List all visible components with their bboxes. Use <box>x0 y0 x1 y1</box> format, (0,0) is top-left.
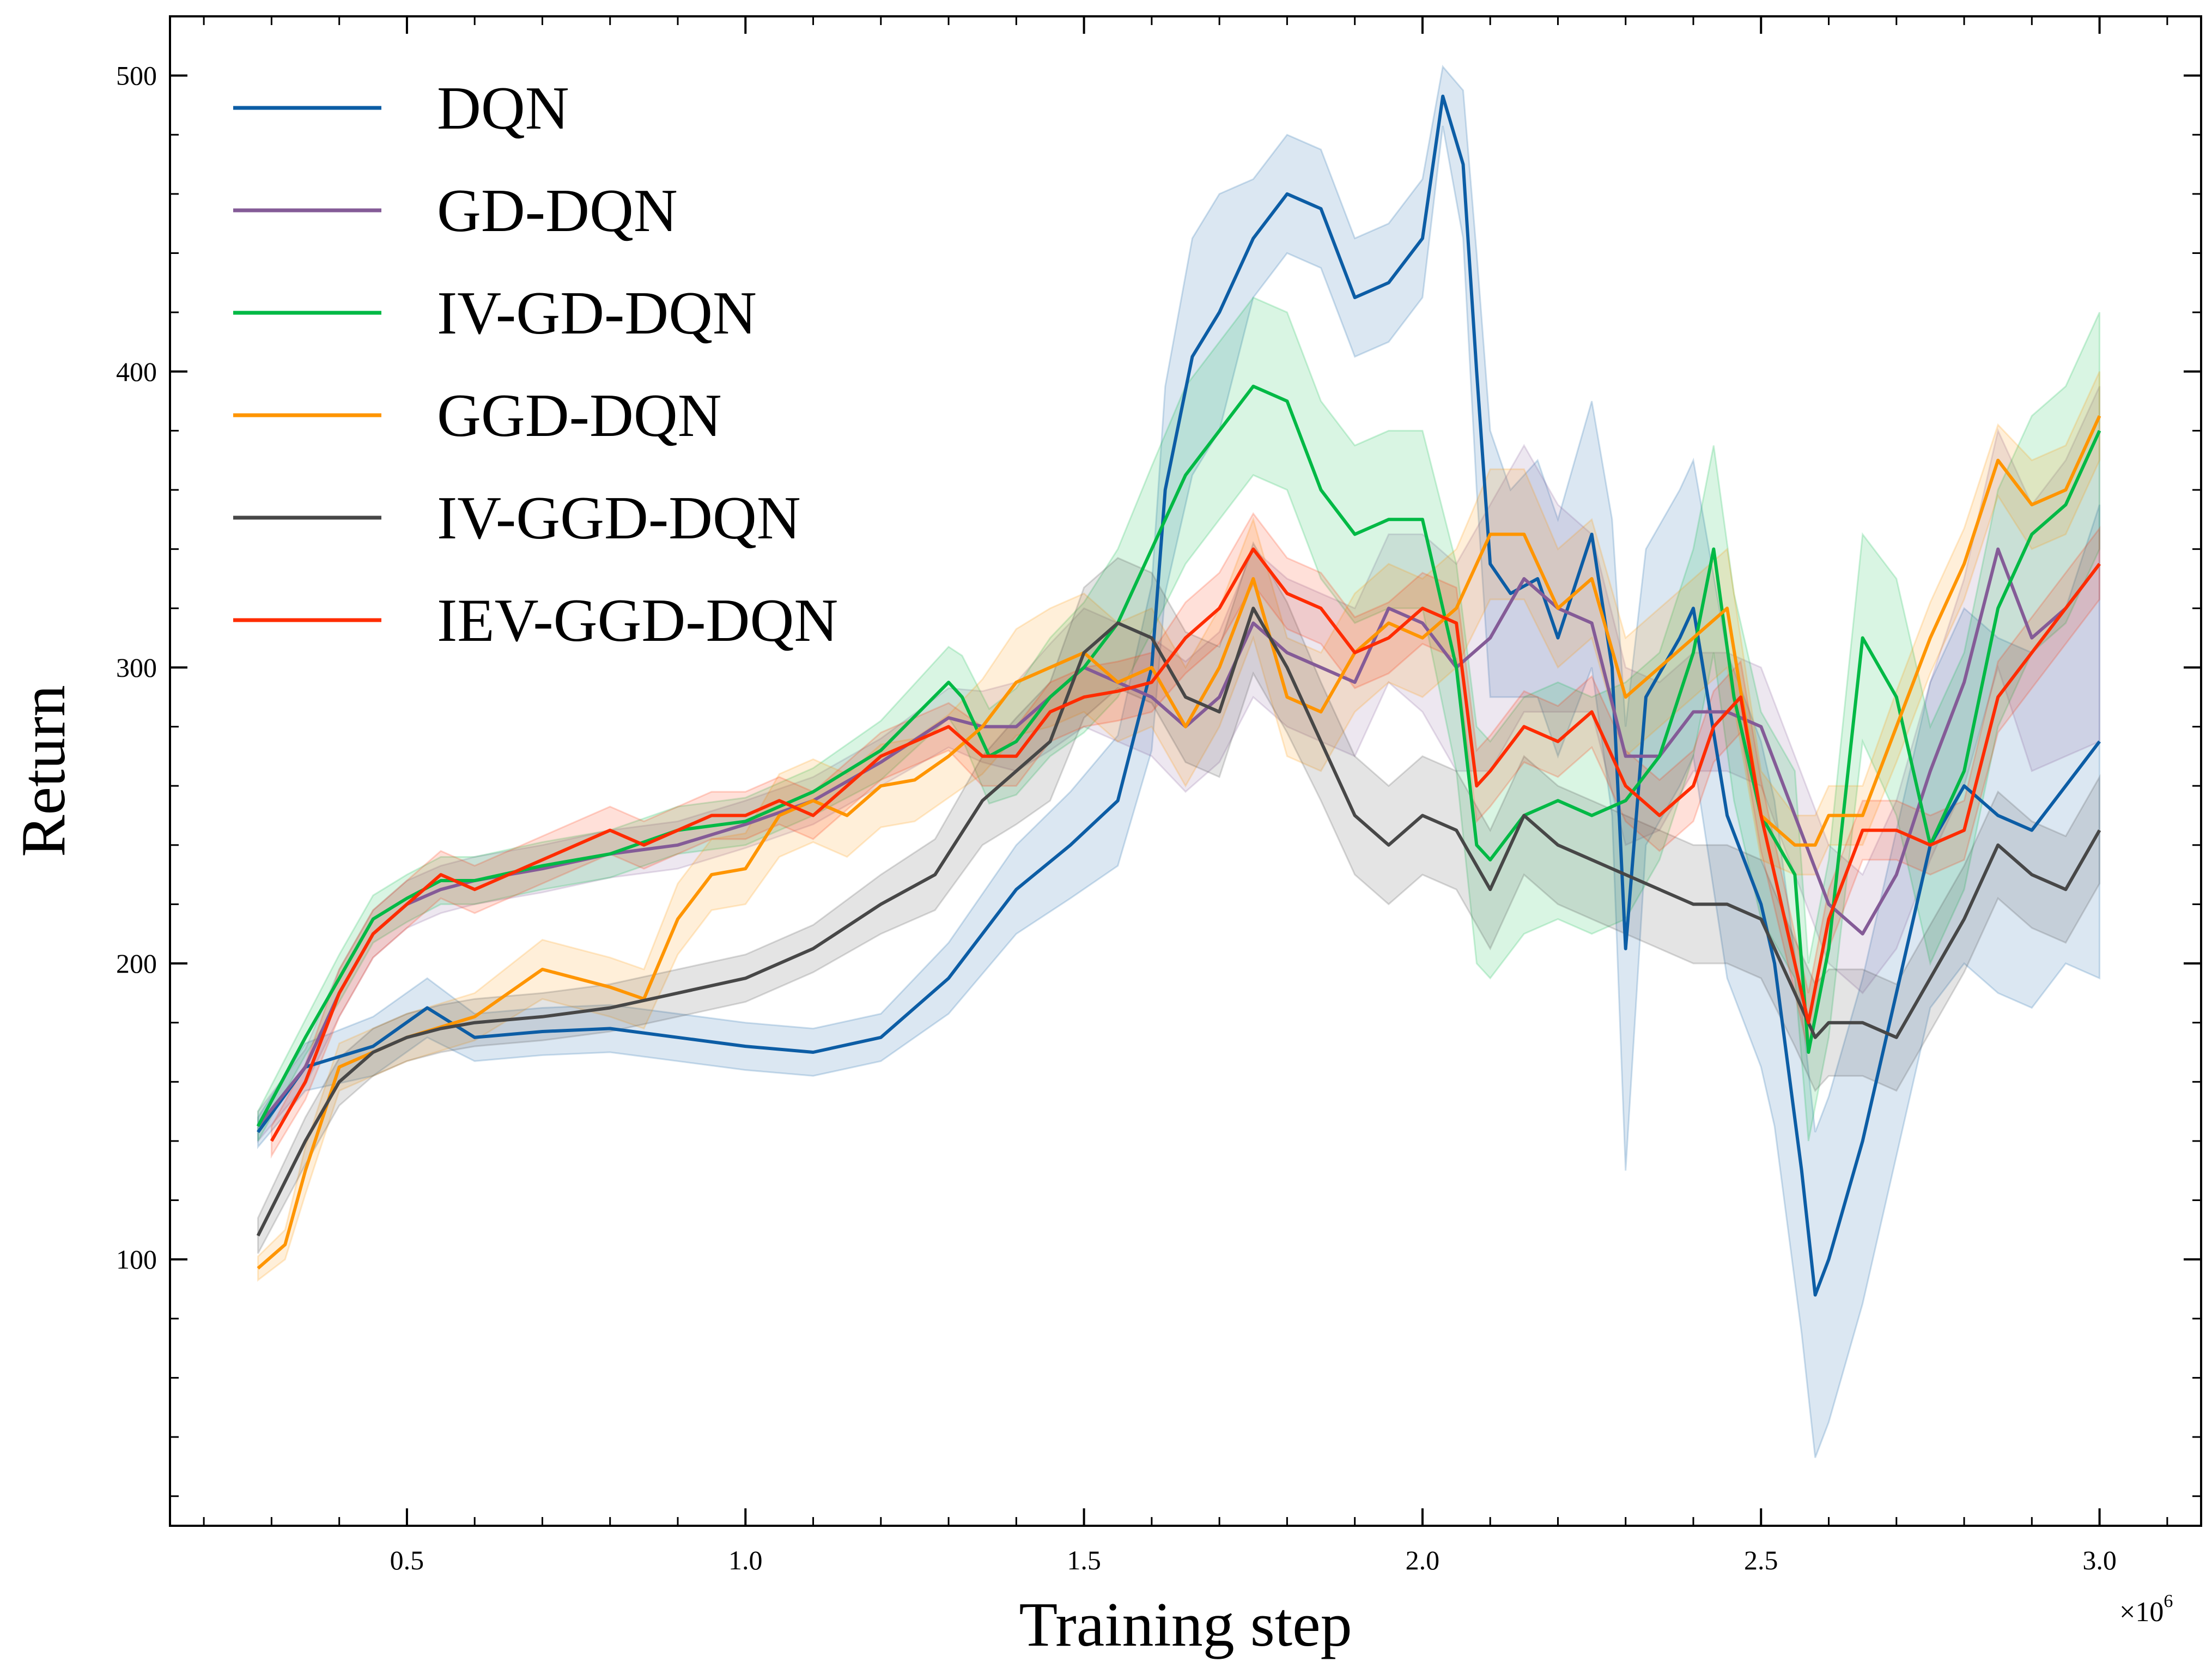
y-axis-label: Return <box>9 685 78 857</box>
confidence-bands <box>257 64 2101 1458</box>
x-tick-label: 1.5 <box>1067 1545 1101 1575</box>
y-tick-label: 300 <box>116 652 157 683</box>
y-tick-label: 100 <box>116 1244 157 1275</box>
legend-label: GD-DQN <box>437 177 678 245</box>
series-line-4 <box>256 606 2101 1237</box>
y-axis-ticks: 100 200 300 400 500 <box>116 15 2201 1497</box>
legend-label: IV-GD-DQN <box>437 280 757 347</box>
series-line-0 <box>257 94 2101 1297</box>
x-axis-multiplier: ×106 <box>2119 1591 2173 1628</box>
x-tick-label: 2.5 <box>1744 1545 1778 1575</box>
x-tick-label: 2.0 <box>1406 1545 1440 1575</box>
x-axis-multiplier-base: ×10 <box>2119 1597 2164 1628</box>
x-axis-label: Training step <box>1019 1590 1352 1660</box>
x-tick-label: 1.0 <box>728 1545 763 1575</box>
band-2 <box>257 296 2101 1142</box>
legend-label: DQN <box>437 75 569 142</box>
legend-label: IV-GGD-DQN <box>437 484 801 552</box>
series-line-3 <box>257 415 2101 1270</box>
series-line-2 <box>256 384 2101 1127</box>
plot-frame <box>169 15 2202 1527</box>
x-tick-label: 3.0 <box>2082 1545 2117 1575</box>
band-0 <box>257 64 2101 1458</box>
series-lines <box>256 94 2101 1297</box>
x-axis-multiplier-exponent: 6 <box>2164 1591 2173 1611</box>
legend: DQN GD-DQN IV-GD-DQN GGD-DQN IV-GGD-DQN IEV-G… <box>233 75 838 654</box>
legend-label: GGD-DQN <box>437 382 722 450</box>
y-tick-label: 500 <box>116 60 157 91</box>
x-tick-label: 0.5 <box>390 1545 424 1575</box>
legend-label: IEV-GGD-DQN <box>437 587 838 654</box>
y-tick-label: 200 <box>116 948 157 979</box>
series-line-5 <box>270 547 2101 1142</box>
x-axis-ticks: 0.5 1.0 1.5 2.0 2.5 3.0 <box>203 16 2168 1575</box>
band-3 <box>257 371 2101 1282</box>
y-tick-label: 400 <box>116 356 157 387</box>
